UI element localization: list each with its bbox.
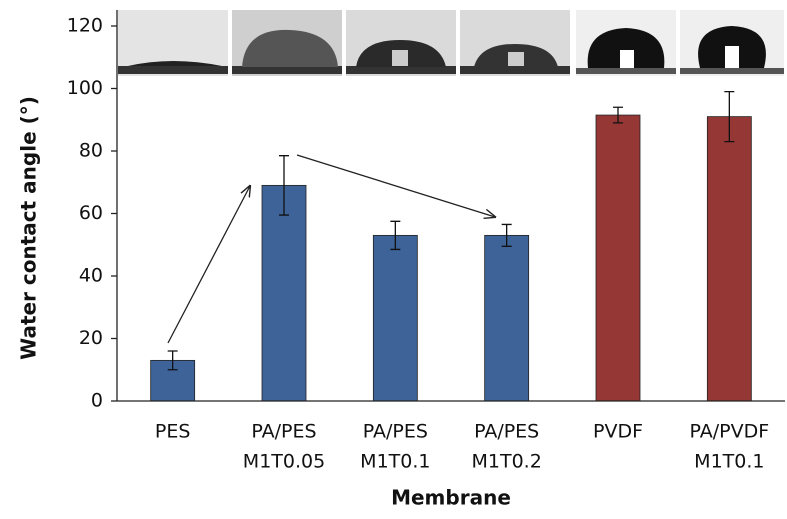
y-tick-label: 120 — [67, 15, 103, 37]
bar — [485, 235, 529, 401]
x-tick-label: PA/PES — [251, 421, 316, 443]
y-tick-label: 60 — [79, 202, 103, 224]
x-tick-label: M1T0.1 — [694, 451, 764, 473]
y-tick-label: 100 — [67, 77, 103, 99]
bar — [707, 117, 751, 401]
droplet-images — [118, 10, 784, 76]
bar — [373, 235, 417, 401]
x-tick-label: PVDF — [593, 421, 643, 443]
x-tick-label: PA/PES — [363, 421, 428, 443]
bar — [262, 185, 306, 401]
y-axis-label: Water contact angle (°) — [17, 96, 41, 360]
y-tick-label: 80 — [79, 140, 103, 162]
y-tick-label: 20 — [79, 327, 103, 349]
x-axis-label: Membrane — [391, 486, 511, 510]
chart: Water contact angle (°) Membrane 0 20 40 60… — [0, 0, 787, 515]
x-tick-label: PA/PVDF — [690, 421, 770, 443]
x-tick-label: PES — [155, 421, 191, 443]
x-tick-label: M1T0.05 — [243, 451, 325, 473]
bar — [596, 115, 640, 401]
x-tick-label: PA/PES — [474, 421, 539, 443]
x-tick-label: M1T0.2 — [472, 451, 542, 473]
y-tick-label: 0 — [91, 390, 103, 412]
x-tick-label: M1T0.1 — [360, 451, 430, 473]
arrows — [168, 155, 495, 343]
y-tick-label: 40 — [79, 265, 103, 287]
